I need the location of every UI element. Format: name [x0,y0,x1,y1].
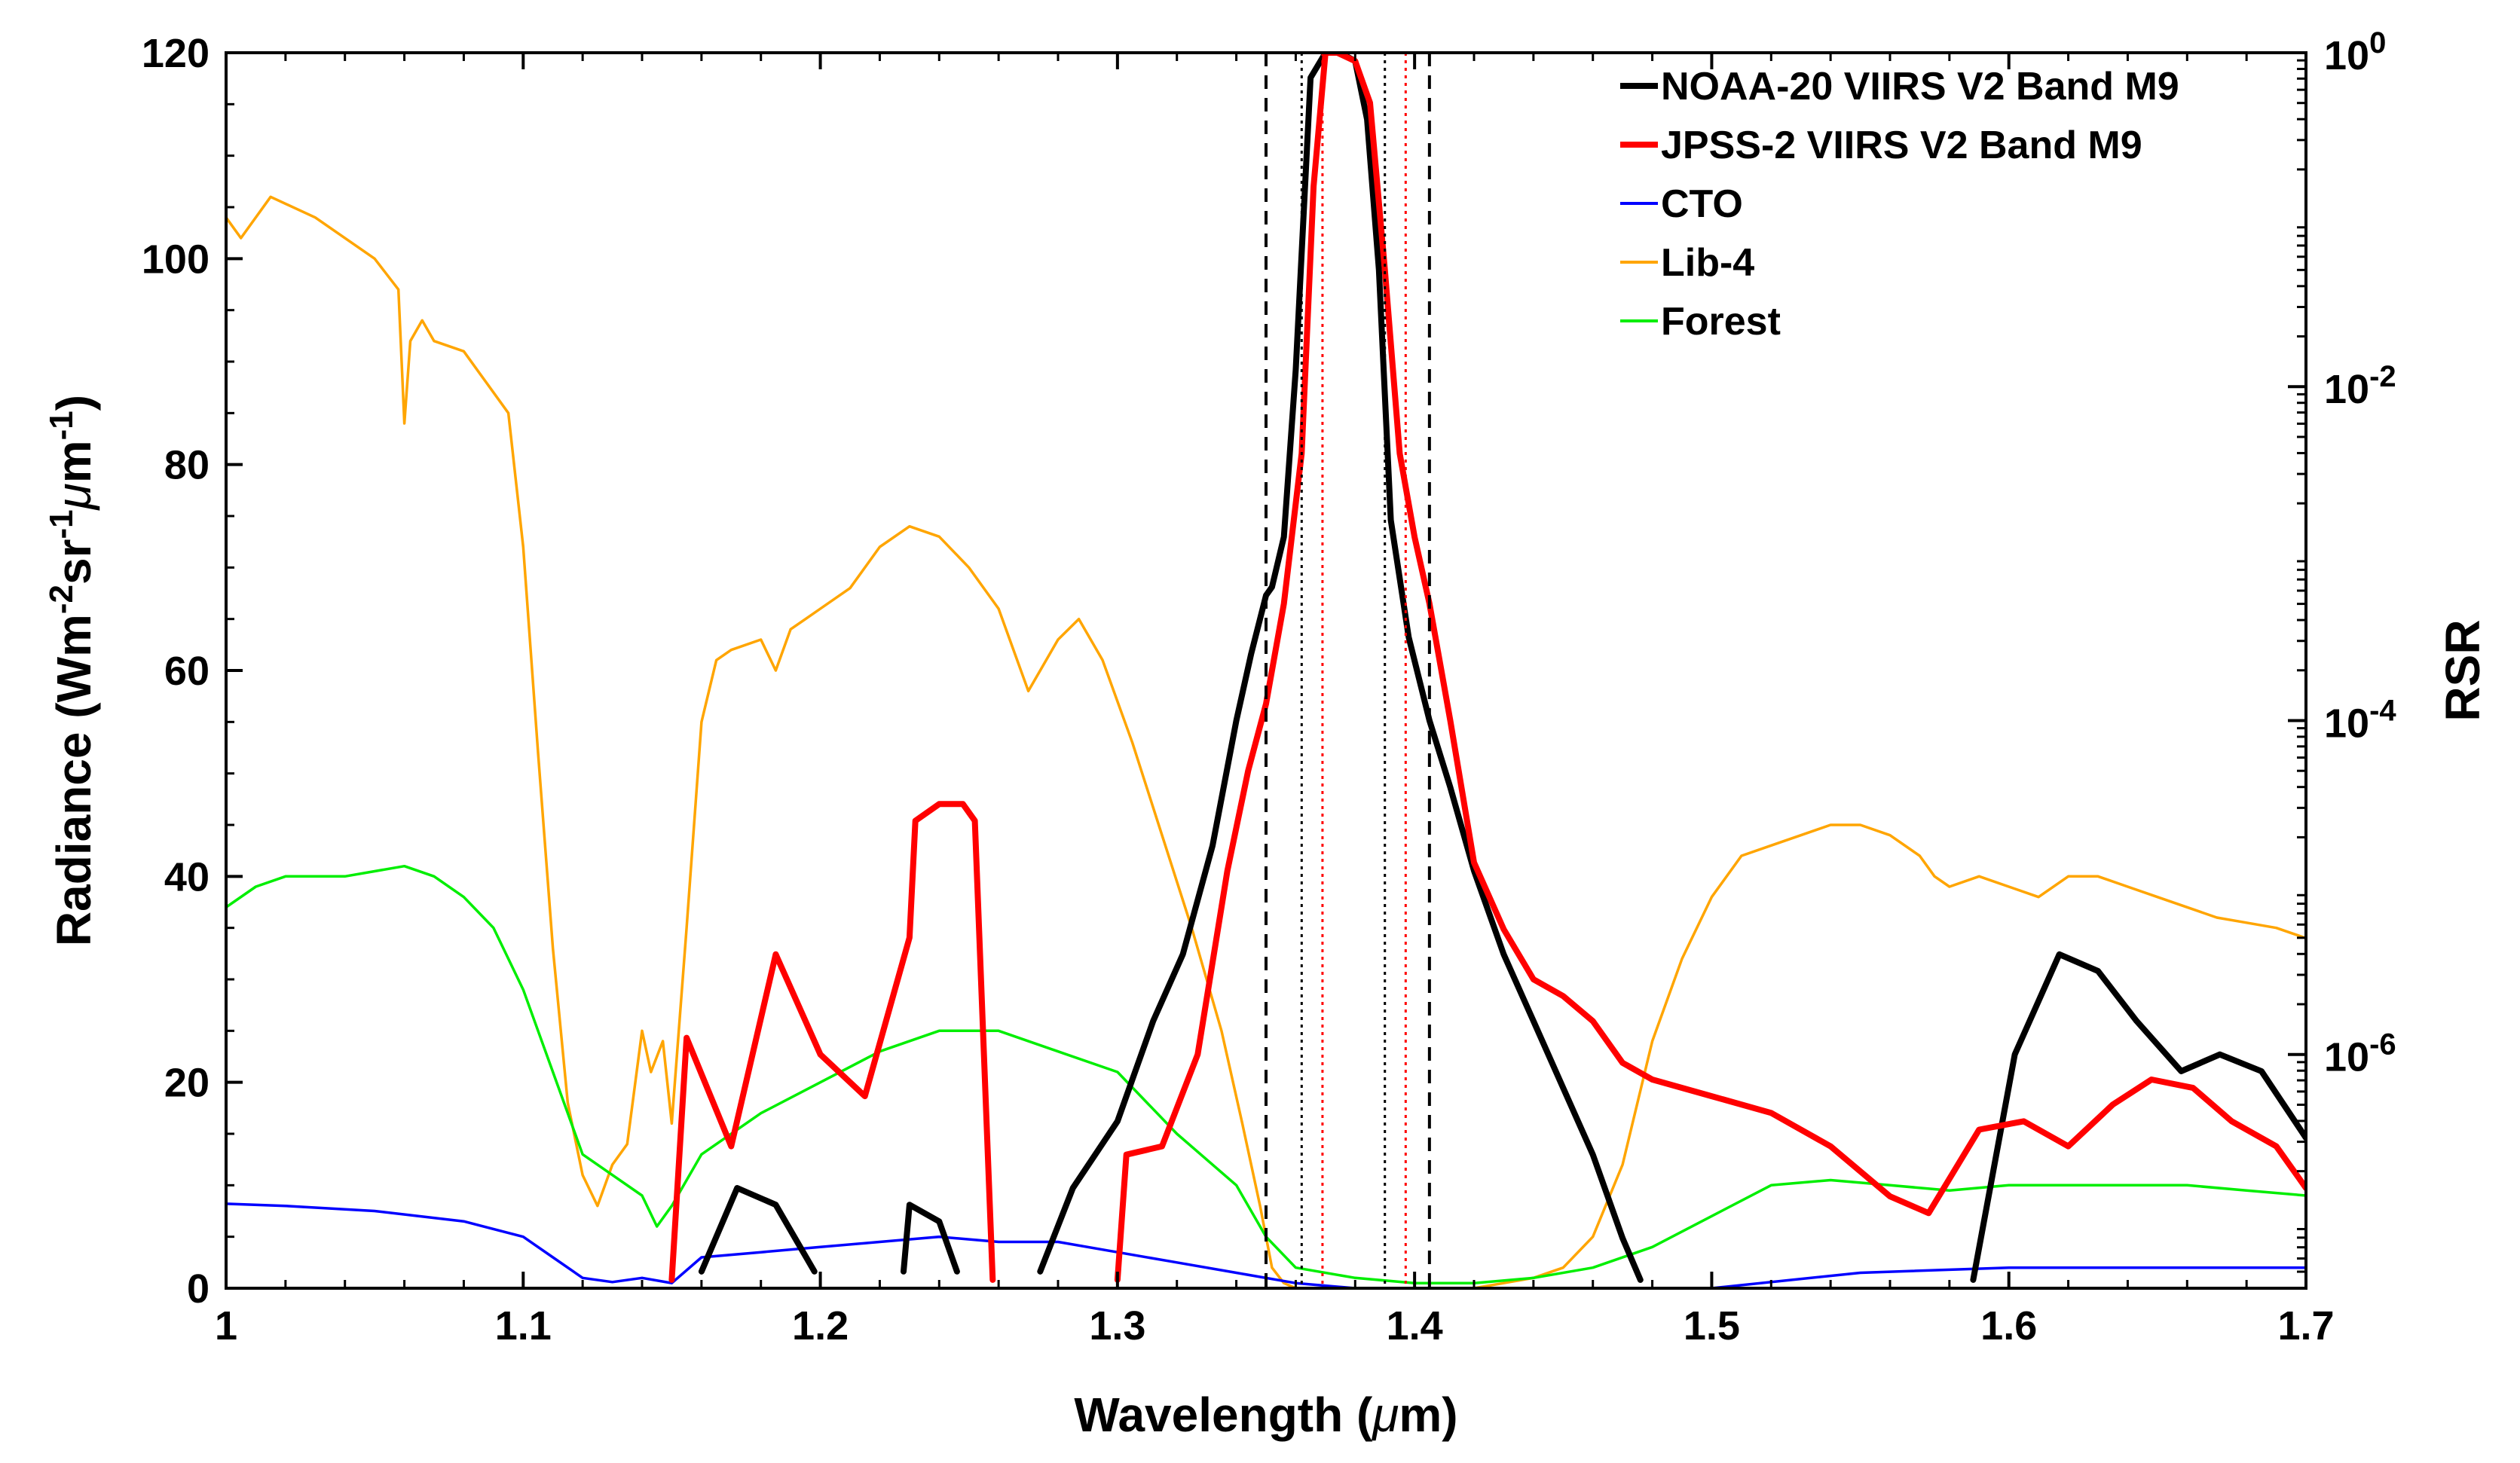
legend-label: NOAA-20 VIIRS V2 Band M9 [1661,65,2179,108]
y-left-title-part-m: m [47,440,101,483]
y-left-tick-label: 80 [164,443,209,488]
x-tick-label: 1.7 [2277,1303,2334,1348]
y-right-tick-label: 10-4 [2324,694,2396,746]
legend-item-lib-4: Lib-4 [1620,241,1754,285]
y-left-title-exp-m2: -2 [43,585,80,614]
x-tick-label: 1.6 [1980,1303,2037,1348]
y-right-tick-label: 10-2 [2324,360,2396,412]
series-line-jpss-2-viirs-v2-band-m9-seg-1 [668,801,996,1283]
series-line-noaa-20-viirs-v2-band-m9-seg-1 [698,1185,818,1275]
y-left-tick-label: 60 [164,649,209,694]
y-left-tick-label: 20 [164,1061,209,1106]
x-tick-label: 1.5 [1684,1303,1740,1348]
y-left-title-mu: μ [47,483,101,511]
y-left-axis-title: Radiance (Wm-2sr-1μm-1) [43,395,102,946]
axis-ticks: 1 1.1 1.2 1.3 1.4 1.5 1.6 1.7 0 20 40 60 80 100 120 100… [142,26,2397,1348]
y-left-tick-label: 0 [187,1266,209,1312]
y-right-axis-title: RSR [2436,619,2490,721]
y-right-tick-label: 100 [2324,26,2386,78]
legend-label: Lib-4 [1661,241,1754,285]
x-tick-label: 1.3 [1089,1303,1145,1348]
y-left-title-exp-m1-b: -1 [43,411,80,440]
x-tick-label: 1.2 [792,1303,849,1348]
y-right-tick-label: 10-6 [2324,1028,2396,1080]
y-left-title-part-sr: sr [47,539,101,585]
y-left-tick-label: 40 [164,854,209,899]
x-tick-label: 1 [215,1303,237,1348]
legend-label: JPSS-2 VIIRS V2 Band M9 [1661,124,2142,167]
series-line-noaa-20-viirs-v2-band-m9-seg-2 [901,1202,960,1275]
x-axis-title: Wavelength (μm) [1074,1388,1457,1442]
legend: NOAA-20 VIIRS V2 Band M9 JPSS-2 VIIRS V2 … [1620,65,2179,344]
y-left-tick-label: 120 [142,31,209,76]
legend-label: Forest [1661,300,1781,344]
x-title-unit: m) [1399,1388,1457,1442]
y-left-tick-label: 100 [142,237,209,282]
x-title-main: Wavelength ( [1074,1388,1373,1442]
series-line-cto [226,1202,2306,1288]
legend-item-forest: Forest [1620,300,1781,344]
series-line-noaa-20-viirs-v2-band-m9-seg-4 [1970,951,2306,1283]
y-left-title-part-a: Radiance (Wm [47,614,101,946]
y-left-title-exp-m1-a: -1 [43,509,80,539]
x-tick-label: 1.4 [1387,1303,1443,1348]
legend-item-cto: CTO [1620,182,1743,226]
legend-item-noaa-20-viirs-v2-band-m9: NOAA-20 VIIRS V2 Band M9 [1620,65,2179,108]
series-line-noaa-20-viirs-v2-band-m9-seg-3 [1037,53,1644,1283]
legend-item-jpss-2-viirs-v2-band-m9: JPSS-2 VIIRS V2 Band M9 [1620,124,2142,167]
series-layer [226,53,2306,1288]
x-tick-label: 1.1 [495,1303,552,1348]
series-line-jpss-2-viirs-v2-band-m9-seg-2 [1114,53,2306,1283]
band-limit-lines [1265,53,1431,1288]
series-line-lib-4 [226,195,2306,1288]
legend-label: CTO [1661,182,1743,226]
x-title-mu: μ [1371,1388,1399,1442]
y-left-title-close: ) [47,395,101,411]
